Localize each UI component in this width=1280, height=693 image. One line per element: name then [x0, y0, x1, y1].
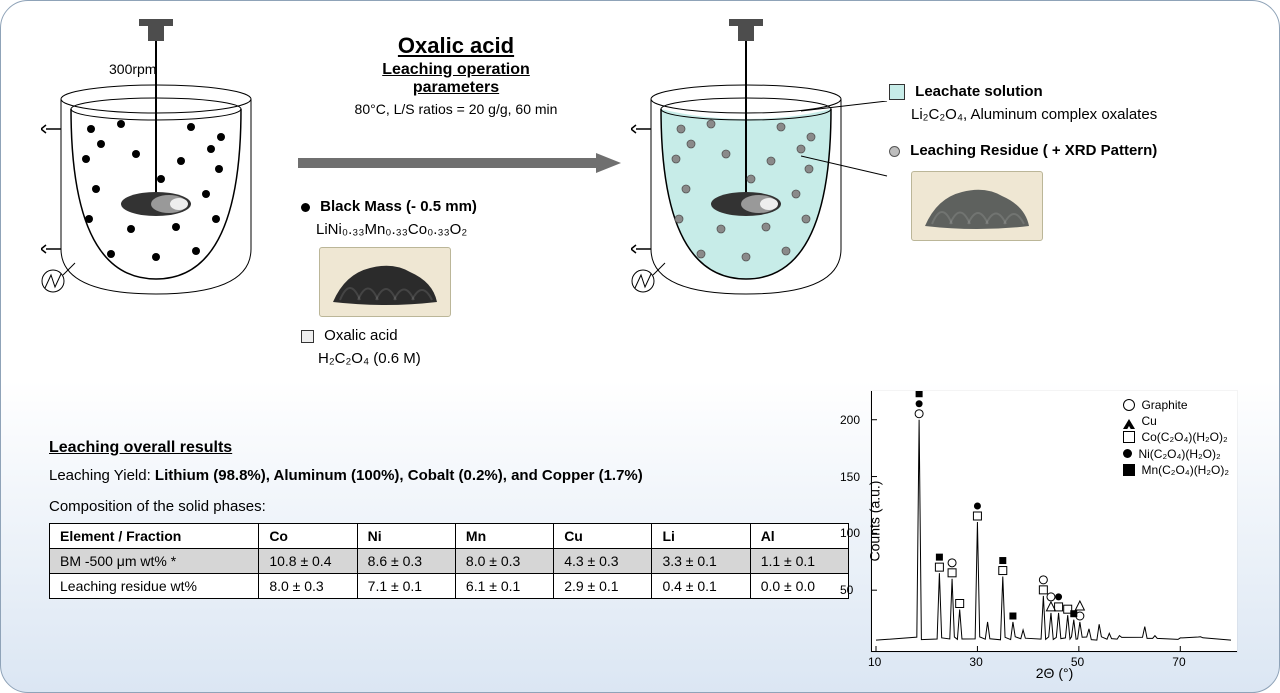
oxalic-label: Oxalic acid [301, 325, 611, 348]
table-cell: 0.4 ± 0.1 [652, 574, 750, 599]
results-heading: Leaching overall results [49, 439, 849, 457]
xrd-xtick: 50 [1071, 655, 1084, 669]
legend-left: Black Mass (- 0.5 mm) LiNi₀.₃₃Mn₀.₃₃Co₀.… [301, 196, 611, 370]
table-cell: 10.8 ± 0.4 [259, 549, 357, 574]
title-sub1: Leaching operationparameters [306, 61, 606, 97]
table-cell: 3.3 ± 0.1 [652, 549, 750, 574]
results-yield: Leaching Yield: Lithium (98.8%), Aluminu… [49, 467, 849, 484]
dot-icon [301, 203, 310, 212]
table-header: Al [750, 524, 848, 549]
table-cell: 2.9 ± 0.1 [554, 574, 652, 599]
black-mass-formula: LiNi₀.₃₃Mn₀.₃₃Co₀.₃₃O₂ [301, 219, 611, 242]
title-conditions: 80°C, L/S ratios = 20 g/g, 60 min [306, 101, 606, 117]
table-cell: 7.1 ± 0.1 [357, 574, 455, 599]
xrd-legend: GraphiteCuCo(C₂O₄)(H₂O)₂Ni(C₂O₄)(H₂O)₂Mn… [1123, 397, 1229, 478]
xrd-legend-item: Graphite [1123, 397, 1229, 413]
title-block: Oxalic acid Leaching operationparameters… [306, 33, 606, 117]
xrd-chart: Counts (a.u.) 2Θ (°) GraphiteCuCo(C₂O₄)(… [871, 391, 1237, 652]
composition-caption: Composition of the solid phases: [49, 498, 849, 515]
xrd-xtick: 70 [1172, 655, 1185, 669]
table-cell: 0.0 ± 0.0 [750, 574, 848, 599]
oxalic-formula: H₂C₂O₄ (0.6 M) [301, 348, 611, 371]
table-cell: 8.0 ± 0.3 [259, 574, 357, 599]
table-header: Li [652, 524, 750, 549]
xrd-ytick: 100 [840, 526, 860, 540]
pointer-lines [801, 101, 896, 186]
table-cell: 8.6 ± 0.3 [357, 549, 455, 574]
page: 300rpm Oxalic acid Leaching operationpar… [0, 0, 1280, 693]
xrd-ytick: 50 [840, 583, 853, 597]
title-main: Oxalic acid [306, 33, 606, 59]
xrd-legend-item: Co(C₂O₄)(H₂O)₂ [1123, 429, 1229, 445]
table-header: Co [259, 524, 357, 549]
xrd-ytick: 200 [840, 413, 860, 427]
legend-right: Leachate solution Li₂C₂O₄, Aluminum comp… [889, 81, 1259, 241]
composition-table: Element / FractionCoNiMnCuLiAlBM -500 μm… [49, 523, 849, 599]
xrd-xtick: 30 [969, 655, 982, 669]
process-arrow [296, 153, 621, 176]
table-header: Cu [554, 524, 652, 549]
table-cell: 6.1 ± 0.1 [455, 574, 553, 599]
results-section: Leaching overall results Leaching Yield:… [49, 439, 849, 599]
xrd-legend-item: Ni(C₂O₄)(H₂O)₂ [1123, 446, 1229, 462]
black-mass-label: Black Mass (- 0.5 mm) [301, 196, 611, 219]
table-row: Leaching residue wt%8.0 ± 0.37.1 ± 0.16.… [50, 574, 849, 599]
xrd-xtick: 10 [868, 655, 881, 669]
leachate-icon [889, 84, 905, 100]
leachate-label: Leachate solution [889, 81, 1259, 104]
table-header: Mn [455, 524, 553, 549]
xrd-ylabel: Counts (a.u.) [866, 481, 882, 562]
black-mass-photo [319, 247, 451, 317]
xrd-legend-item: Mn(C₂O₄)(H₂O)₂ [1123, 462, 1229, 478]
xrd-xlabel: 2Θ (°) [1036, 665, 1074, 681]
table-header: Element / Fraction [50, 524, 259, 549]
table-cell: BM -500 μm wt% * [50, 549, 259, 574]
table-header: Ni [357, 524, 455, 549]
table-cell: Leaching residue wt% [50, 574, 259, 599]
xrd-ytick: 150 [840, 470, 860, 484]
table-cell: 4.3 ± 0.3 [554, 549, 652, 574]
table-cell: 8.0 ± 0.3 [455, 549, 553, 574]
rpm-label: 300rpm [109, 61, 156, 77]
xrd-legend-item: Cu [1123, 413, 1229, 429]
residue-label: Leaching Residue ( + XRD Pattern) [889, 140, 1259, 163]
table-cell: 1.1 ± 0.1 [750, 549, 848, 574]
residue-photo [911, 171, 1043, 241]
table-row: BM -500 μm wt% *10.8 ± 0.48.6 ± 0.38.0 ±… [50, 549, 849, 574]
leachate-formula: Li₂C₂O₄, Aluminum complex oxalates [889, 104, 1259, 127]
square-icon [301, 330, 314, 343]
